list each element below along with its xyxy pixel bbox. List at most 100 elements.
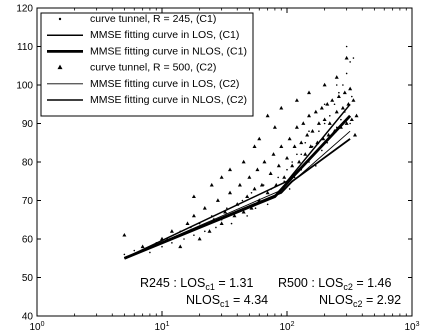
data-point [318,130,320,132]
data-point [265,113,270,118]
data-point [259,182,264,187]
data-point [332,129,337,133]
data-point [329,115,331,117]
data-point [315,165,317,167]
annotation-r245-los-value: = 1.31 [215,276,254,290]
legend-label: MMSE fitting curve in LOS, (C2) [90,78,239,90]
data-point [169,229,174,233]
data-point [335,84,338,86]
data-point [254,207,257,209]
data-point [237,182,242,187]
x-tick-label-base: 10 [404,322,416,333]
data-point [226,207,228,209]
legend-label: curve tunnel, R = 500, (C2) [90,62,216,74]
annotation-r245-los-sub: c1 [205,282,215,292]
data-point [215,226,217,229]
data-point [340,105,345,110]
y-tick-label: 50 [22,273,34,284]
data-point [149,251,151,254]
series-layer [122,45,359,260]
annotation-r500-los-value: = 1.46 [353,276,392,290]
legend-box [40,12,254,117]
data-point [193,234,195,236]
y-tick-label: 60 [22,235,34,246]
series-1 [124,103,351,259]
data-point [123,253,126,256]
legend-marker-triangle [57,64,63,70]
data-point [255,167,260,172]
data-point [330,98,335,102]
x-tick-label-base: 10 [29,322,41,333]
data-point [299,140,304,145]
data-point [307,113,312,118]
annotation-r500-los: R500 : LOSc2 = 1.46 [278,276,391,292]
annotation-r500-nlos: NLOSc2 = 2.92 [319,293,401,309]
data-point [285,155,289,160]
data-point [249,206,254,210]
data-point [346,102,351,106]
data-point [342,84,344,86]
data-point [334,75,339,79]
data-point [209,182,214,187]
data-point [327,121,332,125]
x-tick-label-base: 10 [154,322,166,333]
data-point [349,122,351,125]
data-point [353,132,358,137]
series-3 [122,55,359,249]
data-point [344,121,349,125]
annotation-r245: R245 : LOSc1 = 1.31 NLOSc1 = 4.34 [140,276,268,309]
data-point [319,105,324,110]
data-point [230,222,233,225]
data-point [191,213,196,218]
data-point [252,186,257,191]
annotation-r245-nlos-prefix: NLOS [186,293,220,307]
annotation-r500-nlos-prefix: NLOS [319,293,353,307]
data-point [204,230,206,233]
data-point [307,90,312,95]
data-point [122,232,127,237]
data-point [345,45,348,48]
data-point [344,55,349,60]
y-tick-label: 100 [16,81,33,92]
series-line [124,103,351,259]
data-point [279,144,284,148]
data-point [241,199,244,202]
x-tick-label-exponent: 2 [291,321,295,328]
annotation-r500-los-prefix: R500 : LOS [278,276,343,290]
x-tick-label: 102 [279,321,294,333]
y-tick-label: 70 [22,196,34,207]
data-point [286,168,288,171]
legend-entry: curve tunnel, R = 245, (C1) [58,13,216,25]
data-point [348,86,353,91]
data-point [300,153,303,156]
data-point [342,90,347,95]
y-tick-label: 40 [22,312,34,323]
data-point [351,98,356,102]
data-point [338,91,340,94]
annotation-r500: R500 : LOSc2 = 1.46 NLOSc2 = 2.92 [278,276,401,309]
legend-marker-dot [58,17,62,21]
x-tick-label: 100 [29,321,44,333]
data-point [247,175,252,179]
data-point [308,144,313,148]
data-point [294,98,299,102]
data-point [352,57,355,59]
series-2 [123,114,352,260]
data-point [219,221,224,225]
data-point [282,175,287,179]
data-point [191,194,196,199]
data-point [185,221,190,225]
data-point [246,215,248,217]
data-point [333,103,336,106]
legend-entry: MMSE fitting curve in NLOS, (C2) [47,94,247,106]
legend-label: MMSE fitting curve in NLOS, (C2) [90,94,247,106]
annotation-r245-nlos: NLOSc1 = 4.34 [186,293,268,309]
data-point [349,61,351,63]
series-line [123,114,352,260]
series-0 [123,45,355,256]
data-point [338,125,343,129]
data-point [228,167,233,172]
annotation-r245-los: R245 : LOSc1 = 1.31 [140,276,253,292]
data-point [315,140,320,145]
legend-entry: MMSE fitting curve in LOS, (C2) [47,78,239,90]
